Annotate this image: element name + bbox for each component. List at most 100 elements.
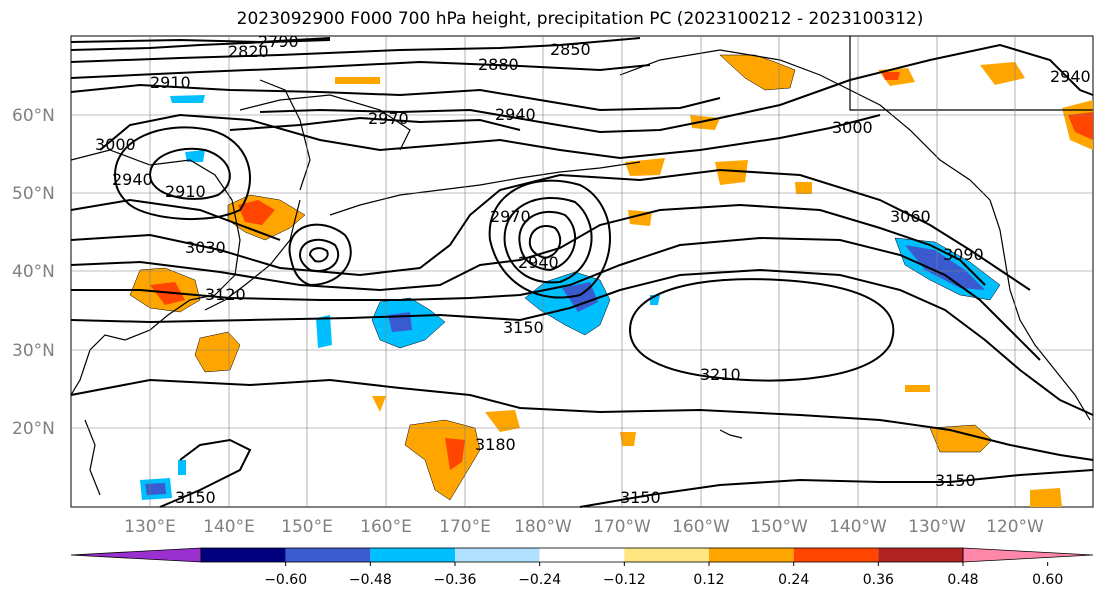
colorbar-box xyxy=(878,548,963,562)
colorbar-box xyxy=(539,548,625,562)
colorbar-tick-label: 0.48 xyxy=(947,572,978,588)
low-japan-1 xyxy=(298,238,340,272)
precip-area xyxy=(372,396,386,412)
lon-label: 140°W xyxy=(829,517,887,537)
precip-area xyxy=(445,438,465,470)
colorbar-extend-high xyxy=(962,547,1094,563)
precip-area xyxy=(1030,488,1062,507)
contour-3090 xyxy=(70,203,986,292)
contour-label: 3180 xyxy=(475,435,516,454)
contour-2940 xyxy=(259,43,1094,134)
precip-area xyxy=(905,385,930,392)
precip-area xyxy=(1068,112,1093,140)
contour-3120 xyxy=(71,236,1041,361)
contour-label: 3000 xyxy=(832,118,873,137)
hawaii xyxy=(719,429,743,439)
colorbar-frame xyxy=(200,547,964,563)
contour-label: 2910 xyxy=(165,182,206,201)
colorbar: −0.60 −0.48 −0.36 −0.24 −0.12 0.12 0.24 0.36 0.4… xyxy=(70,547,1094,588)
low-center-4 xyxy=(488,179,611,299)
contour-2970 xyxy=(229,116,521,131)
map-panel: 2820 2790 2850 2880 2910 3000 2970 2940 … xyxy=(70,32,1094,508)
contour-label: 2940 xyxy=(518,253,559,272)
lat-label: 20°N xyxy=(12,419,55,439)
precip-area xyxy=(905,245,985,290)
contour-label: 2820 xyxy=(228,42,269,61)
aleutians xyxy=(329,161,641,216)
contour-2820 xyxy=(70,39,331,51)
lon-label: 120°W xyxy=(986,517,1044,537)
contour-label: 3090 xyxy=(943,245,984,264)
low-center-3 xyxy=(503,197,593,284)
low-2940-ring xyxy=(113,126,251,220)
kamchatka-coast xyxy=(259,79,311,191)
contour-2850 xyxy=(70,37,641,63)
lon-label: 130°W xyxy=(908,517,966,537)
contour-label: 3150 xyxy=(503,318,544,337)
lon-label: 160°W xyxy=(672,517,730,537)
colorbar-extend-low xyxy=(70,547,202,563)
contour-label: 2970 xyxy=(490,207,531,226)
contour-3150 xyxy=(70,268,1094,416)
colorbar-tick-label: −0.24 xyxy=(518,572,561,588)
lat-label: 50°N xyxy=(12,184,55,204)
contour-3060 xyxy=(70,168,1031,291)
contour-3000 xyxy=(99,113,881,160)
colorbar-box xyxy=(285,548,371,562)
contour-3150-south xyxy=(159,438,252,508)
contour-label: 3150 xyxy=(175,488,216,507)
precip-area xyxy=(238,200,275,225)
precip-area xyxy=(980,62,1025,85)
precip-area xyxy=(185,150,205,162)
contour-2790 xyxy=(70,37,331,44)
height-contours xyxy=(70,37,1094,508)
contour-label: 2880 xyxy=(478,55,519,74)
philippines xyxy=(84,419,101,496)
colorbar-box xyxy=(624,548,709,562)
asia-coast xyxy=(70,149,241,396)
contour-3150-bottom xyxy=(579,469,1094,508)
contour-3030 xyxy=(70,198,281,241)
contour-label: 2790 xyxy=(258,32,299,51)
lon-label: 170°E xyxy=(439,517,491,537)
precip-area xyxy=(795,182,812,194)
colorbar-tick-label: 0.12 xyxy=(693,572,724,588)
precip-area xyxy=(485,410,520,432)
lat-label: 60°N xyxy=(12,106,55,126)
precip-area xyxy=(145,483,166,495)
coastlines xyxy=(70,36,1093,496)
low-center-1 xyxy=(528,225,562,260)
precip-area xyxy=(715,160,748,185)
contour-label: 3150 xyxy=(935,471,976,490)
precip-positive xyxy=(129,54,1093,507)
contour-label: 2940 xyxy=(495,105,536,124)
colorbar-box xyxy=(793,548,879,562)
precip-area xyxy=(335,77,380,84)
contour-labels: 2820 2790 2850 2880 2910 3000 2970 2940 … xyxy=(95,32,1091,507)
contour-2910 xyxy=(70,83,721,112)
colorbar-box xyxy=(201,548,286,562)
siberia-coast xyxy=(239,94,411,151)
canada-border xyxy=(849,36,1093,111)
colorbar-tick-label: −0.36 xyxy=(434,572,477,588)
colorbar-tick-label: −0.60 xyxy=(264,572,307,588)
n-america-coast xyxy=(989,199,1091,421)
colorbar-box xyxy=(370,548,455,562)
lon-label: 140°E xyxy=(203,517,255,537)
contour-label: 3060 xyxy=(890,207,931,226)
lon-label: 130°E xyxy=(124,517,176,537)
low-2910-ring xyxy=(148,147,231,200)
contour-label: 2970 xyxy=(368,109,409,128)
contour-label: 3210 xyxy=(700,365,741,384)
lon-labels: 130°E 140°E 150°E 160°E 170°E 180°W 170°… xyxy=(124,517,1044,537)
colorbar-tick-label: −0.48 xyxy=(349,572,392,588)
precip-area xyxy=(388,312,412,332)
precip-area xyxy=(170,95,205,103)
lon-label: 150°W xyxy=(750,517,808,537)
colorbar-box xyxy=(455,548,540,562)
contour-2880 xyxy=(70,60,651,79)
high-3210 xyxy=(628,278,895,382)
colorbar-tick-label: 0.24 xyxy=(778,572,809,588)
precip-area xyxy=(316,315,332,348)
